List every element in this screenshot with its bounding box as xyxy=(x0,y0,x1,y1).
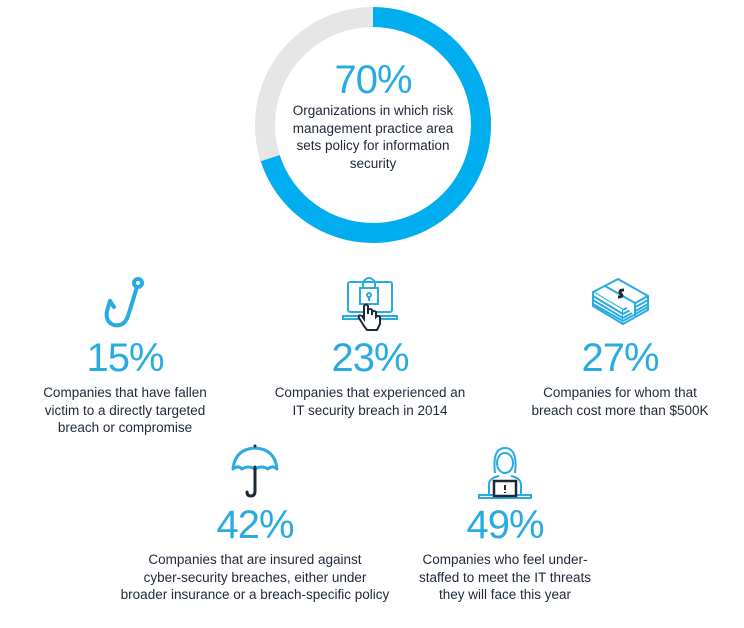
stat-value: 49% xyxy=(466,503,544,547)
person-laptop-alert-icon xyxy=(478,446,532,499)
line: they will face this year xyxy=(438,587,572,602)
line: victim to a directly targeted xyxy=(44,402,206,418)
laptop-lock-hand-icon xyxy=(342,277,398,331)
line: Companies who feel under- xyxy=(422,552,588,567)
fish-hook-icon xyxy=(104,277,144,328)
line: Companies that have fallen xyxy=(43,385,207,400)
line: Companies that are insured against xyxy=(148,552,362,567)
line: staffed to meet the IT threats xyxy=(418,569,592,585)
stat-value: 23% xyxy=(331,336,409,380)
donut-description: Organizations in which risk management p… xyxy=(292,103,454,171)
line: broader insurance or a breach-specific p… xyxy=(120,587,390,602)
line: Companies that experienced an xyxy=(274,385,466,400)
stat-description: Companies for whom that breach cost more… xyxy=(500,384,740,419)
stat-value: 27% xyxy=(581,336,659,380)
line: IT security breach in 2014 xyxy=(292,402,448,418)
stat-description: Companies that experienced an IT securit… xyxy=(250,384,490,419)
line: cyber-security breaches, either under xyxy=(143,569,367,585)
donut-center-label: 70% Organizations in which risk manageme… xyxy=(273,58,473,172)
stat-understaffed: 49% Companies who feel under- staffed to… xyxy=(385,443,625,604)
stat-value: 42% xyxy=(216,503,294,547)
stat-targeted-breach: 15% Companies that have fallen victim to… xyxy=(5,274,245,437)
money-stack-icon xyxy=(592,278,649,325)
stat-insured: 42% Companies that are insured against c… xyxy=(121,443,389,604)
line: breach or compromise xyxy=(57,420,193,435)
stat-breach-cost: 27% Companies for whom that breach cost … xyxy=(500,274,740,419)
stat-description: Companies who feel under- staffed to mee… xyxy=(385,551,625,604)
line: breach cost more than $500K xyxy=(531,402,709,418)
stat-description: Companies that have fallen victim to a d… xyxy=(5,384,245,437)
umbrella-icon xyxy=(231,444,279,498)
donut-value: 70% xyxy=(334,58,412,102)
donut-slice-70 xyxy=(255,7,491,243)
stat-description: Companies that are insured against cyber… xyxy=(105,551,405,604)
stat-security-breach: 23% Companies that experienced an IT sec… xyxy=(250,274,490,419)
line: Companies for whom that xyxy=(543,385,697,400)
stat-value: 15% xyxy=(86,336,164,380)
donut-chart xyxy=(255,7,491,243)
